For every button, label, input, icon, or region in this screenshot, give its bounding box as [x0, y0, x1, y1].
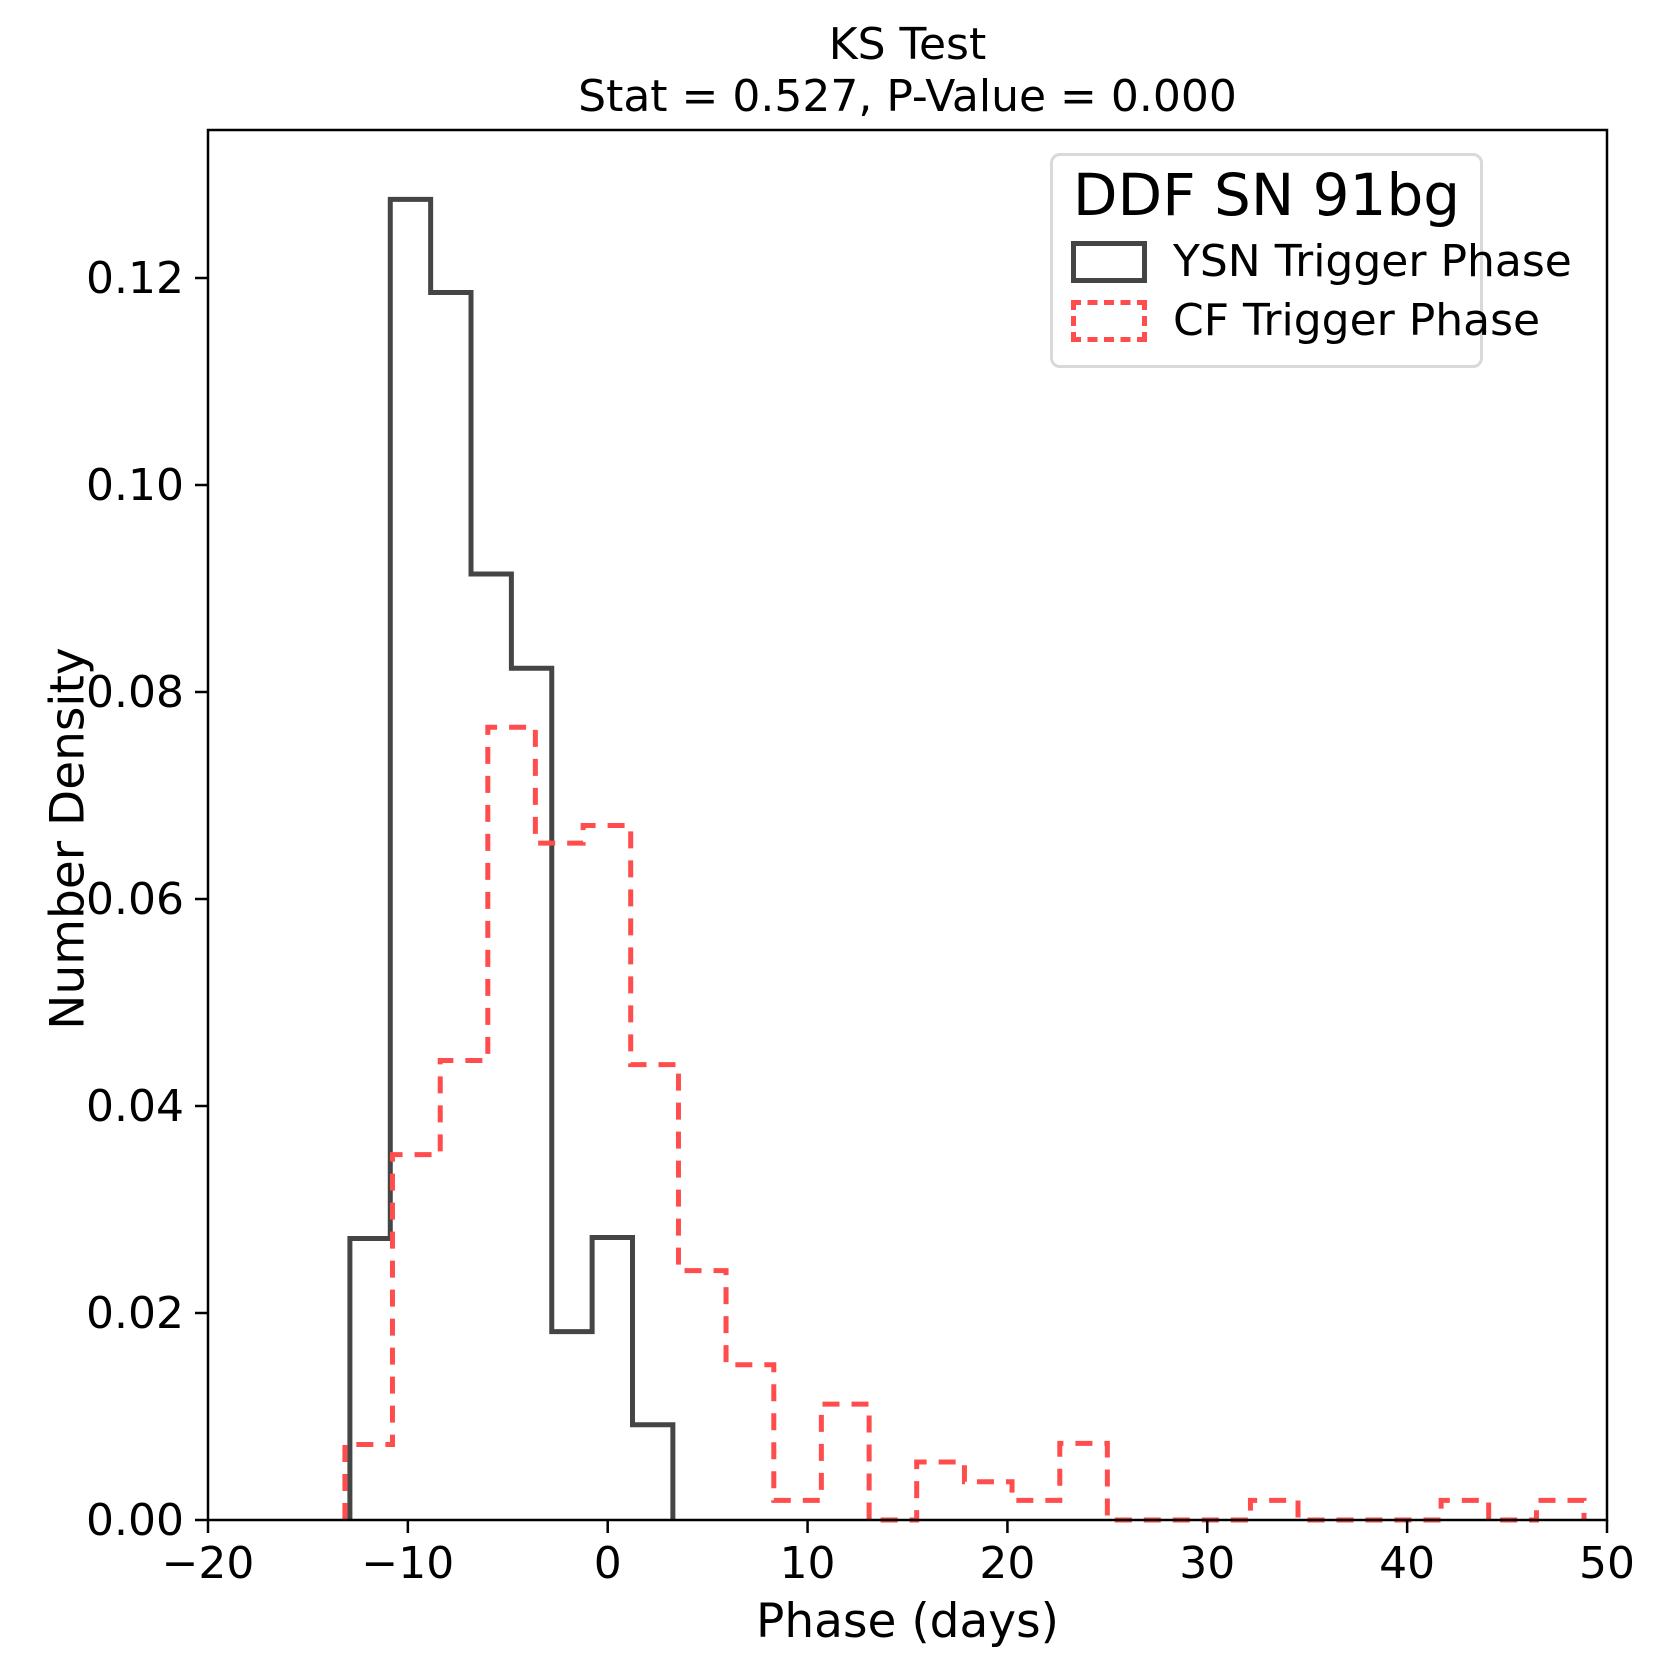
- x-tick-label: −20: [162, 1538, 255, 1589]
- plot-border: [206, 128, 1609, 1522]
- x-tick-label: −10: [361, 1538, 454, 1589]
- legend-label-ysn: YSN Trigger Phase: [1173, 236, 1572, 288]
- x-tick-label: 0: [594, 1538, 622, 1589]
- ysn-solid-swatch-icon: [1071, 240, 1147, 283]
- y-tick-label: 0.10: [86, 460, 184, 511]
- legend-entry-cf: CF Trigger Phase: [1071, 295, 1540, 346]
- x-axis-label: Phase (days): [756, 1594, 1059, 1649]
- chart-title: KS Test: [828, 19, 987, 70]
- x-tick-label: 10: [780, 1538, 836, 1589]
- y-tick-label: 0.12: [86, 253, 184, 304]
- y-tick-label: 0.00: [86, 1495, 184, 1546]
- series-cf: [342, 724, 1587, 1523]
- y-tick-label: 0.02: [86, 1288, 184, 1339]
- y-tick-label: 0.06: [86, 874, 184, 925]
- x-tick-label: 40: [1379, 1538, 1435, 1589]
- x-tick-label: 30: [1179, 1538, 1235, 1589]
- y-tick-label: 0.04: [86, 1081, 184, 1132]
- x-tick-label: 50: [1579, 1538, 1635, 1589]
- legend: DDF SN 91bg YSN Trigger Phase CF Trigger…: [1050, 153, 1572, 368]
- legend-label-cf: CF Trigger Phase: [1173, 295, 1541, 347]
- series-ysn: [347, 196, 676, 1520]
- legend-title: DDF SN 91bg: [1072, 161, 1461, 229]
- legend-entry-ysn: YSN Trigger Phase: [1071, 236, 1572, 287]
- cf-dashed-swatch-icon: [1071, 299, 1147, 342]
- chart-title-block: KS Test Stat = 0.527, P-Value = 0.000: [208, 19, 1607, 123]
- y-tick-label: 0.08: [86, 667, 184, 718]
- chart-subtitle: Stat = 0.527, P-Value = 0.000: [578, 71, 1237, 123]
- x-tick-label: 20: [979, 1538, 1035, 1589]
